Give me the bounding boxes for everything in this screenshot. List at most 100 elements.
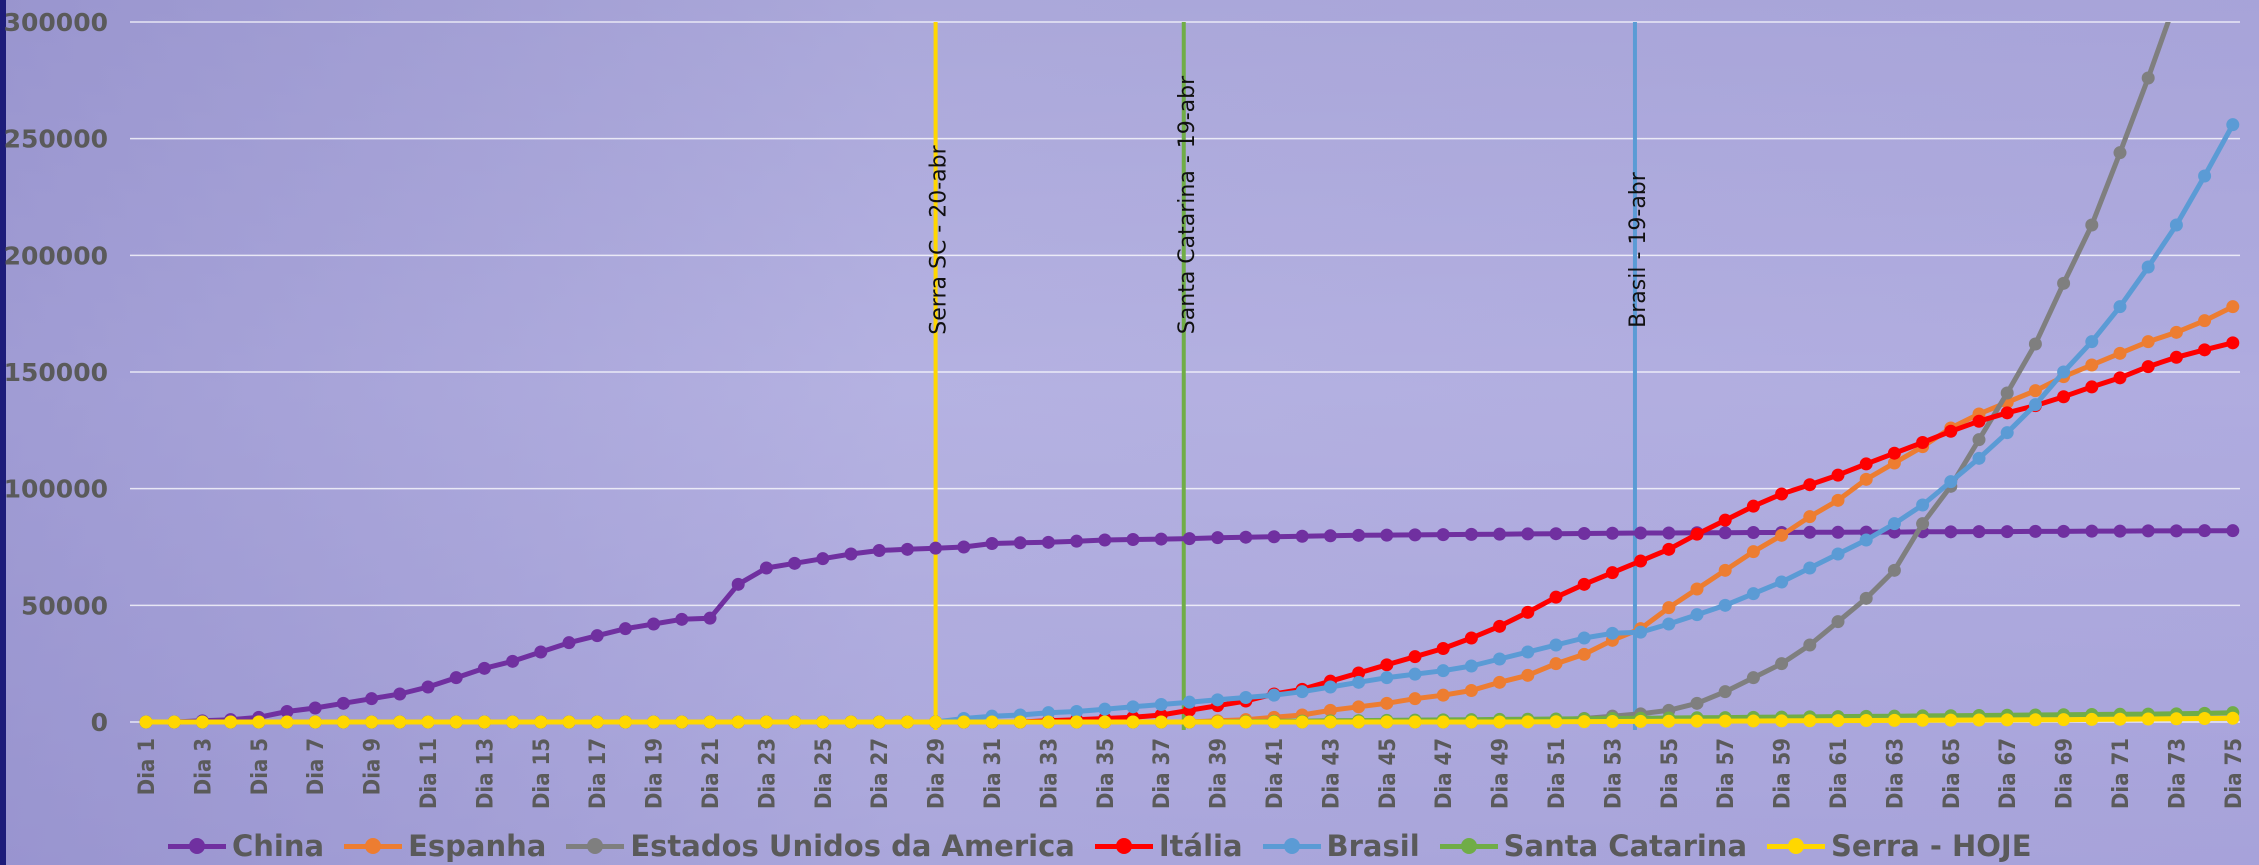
data-point	[1521, 715, 1535, 729]
data-point	[675, 612, 689, 626]
data-point	[1295, 529, 1309, 543]
data-point	[647, 715, 661, 729]
x-tick-label: Dia 47	[1432, 738, 1457, 809]
data-point	[1972, 433, 1986, 447]
data-point	[816, 552, 830, 566]
data-point	[2000, 386, 2014, 400]
legend-marker	[1439, 834, 1498, 858]
y-tick-label: 300000	[4, 8, 108, 37]
x-tick-label: Dia 73	[2165, 738, 2190, 809]
data-point	[1577, 526, 1591, 540]
data-point	[1013, 536, 1027, 550]
data-point	[1295, 715, 1309, 729]
data-point	[280, 705, 294, 718]
data-point	[1775, 657, 1789, 671]
data-point	[1746, 545, 1760, 559]
legend-item: Itália	[1094, 829, 1243, 863]
data-point	[477, 661, 491, 675]
x-tick-label: Dia 39	[1207, 738, 1232, 809]
data-point	[1436, 688, 1450, 702]
data-point	[1577, 577, 1591, 591]
x-tick-label: Dia 71	[2109, 738, 2134, 809]
data-point	[2085, 712, 2099, 726]
data-point	[1690, 696, 1704, 710]
data-point	[1154, 532, 1168, 546]
legend-label: Espanha	[408, 829, 547, 863]
data-point	[139, 715, 153, 729]
data-point	[1493, 527, 1507, 541]
x-tick-label: Dia 29	[925, 738, 950, 809]
data-point	[929, 715, 943, 729]
data-point	[1775, 528, 1789, 542]
data-point	[1746, 499, 1760, 513]
data-point	[618, 715, 632, 729]
data-point	[365, 692, 379, 706]
data-point	[731, 715, 745, 729]
x-tick-label: Dia 63	[1883, 738, 1908, 809]
chart-legend: China Espanha Estados Unidos da America Itá…	[168, 828, 2032, 864]
data-point	[2057, 276, 2071, 290]
x-tick-label: Dia 21	[699, 738, 724, 809]
data-point	[900, 542, 914, 556]
data-point	[1493, 675, 1507, 689]
legend-label: Serra - HOJE	[1831, 829, 2032, 863]
data-point	[1690, 714, 1704, 728]
data-point	[1352, 675, 1366, 689]
data-point	[1859, 713, 1873, 727]
y-tick-label: 200000	[4, 241, 108, 270]
data-point	[365, 715, 379, 729]
data-point	[1521, 668, 1535, 682]
data-point	[1182, 715, 1196, 729]
data-point	[2226, 524, 2240, 538]
x-tick-label: Dia 5	[248, 738, 273, 795]
data-point	[2226, 336, 2240, 350]
x-tick-label: Dia 45	[1376, 738, 1401, 809]
data-point	[788, 556, 802, 570]
data-point	[1521, 645, 1535, 659]
data-point	[1464, 715, 1478, 729]
data-point	[2028, 337, 2042, 351]
data-point	[985, 537, 999, 550]
data-point	[1211, 715, 1225, 729]
data-point	[2141, 71, 2155, 85]
data-point	[1098, 702, 1112, 716]
x-tick-label: Dia 19	[643, 738, 668, 809]
data-point	[675, 715, 689, 729]
x-tick-label: Dia 75	[2222, 738, 2247, 809]
x-tick-label: Dia 31	[981, 738, 1006, 809]
data-point	[167, 715, 181, 729]
data-point	[759, 715, 773, 729]
vertical-marker-label: Santa Catarina - 19-abr	[1175, 75, 1200, 334]
data-point	[393, 687, 407, 701]
data-point	[590, 715, 604, 729]
data-point	[1718, 563, 1732, 577]
data-point	[1944, 713, 1958, 727]
data-point	[1493, 715, 1507, 729]
data-point	[1887, 446, 1901, 460]
data-point	[2113, 346, 2127, 360]
data-point	[2113, 524, 2127, 538]
data-point	[2169, 218, 2183, 232]
data-point	[280, 715, 294, 729]
data-point	[703, 715, 717, 729]
data-point	[1859, 472, 1873, 486]
data-point	[308, 715, 322, 729]
y-tick-label: 150000	[4, 358, 108, 387]
data-point	[1464, 684, 1478, 697]
x-tick-label: Dia 15	[530, 738, 555, 809]
data-point	[788, 715, 802, 729]
data-point	[195, 715, 209, 729]
data-point	[2113, 712, 2127, 726]
data-point	[1690, 608, 1704, 622]
data-point	[1408, 715, 1422, 729]
data-point	[2141, 524, 2155, 538]
data-point	[1126, 700, 1140, 714]
data-point	[2141, 335, 2155, 349]
legend-label: Santa Catarina	[1503, 829, 1748, 863]
x-tick-label: Dia 41	[1263, 738, 1288, 809]
data-point	[929, 541, 943, 555]
data-point	[900, 715, 914, 729]
data-point	[1662, 617, 1676, 631]
x-tick-label: Dia 49	[1489, 738, 1514, 809]
